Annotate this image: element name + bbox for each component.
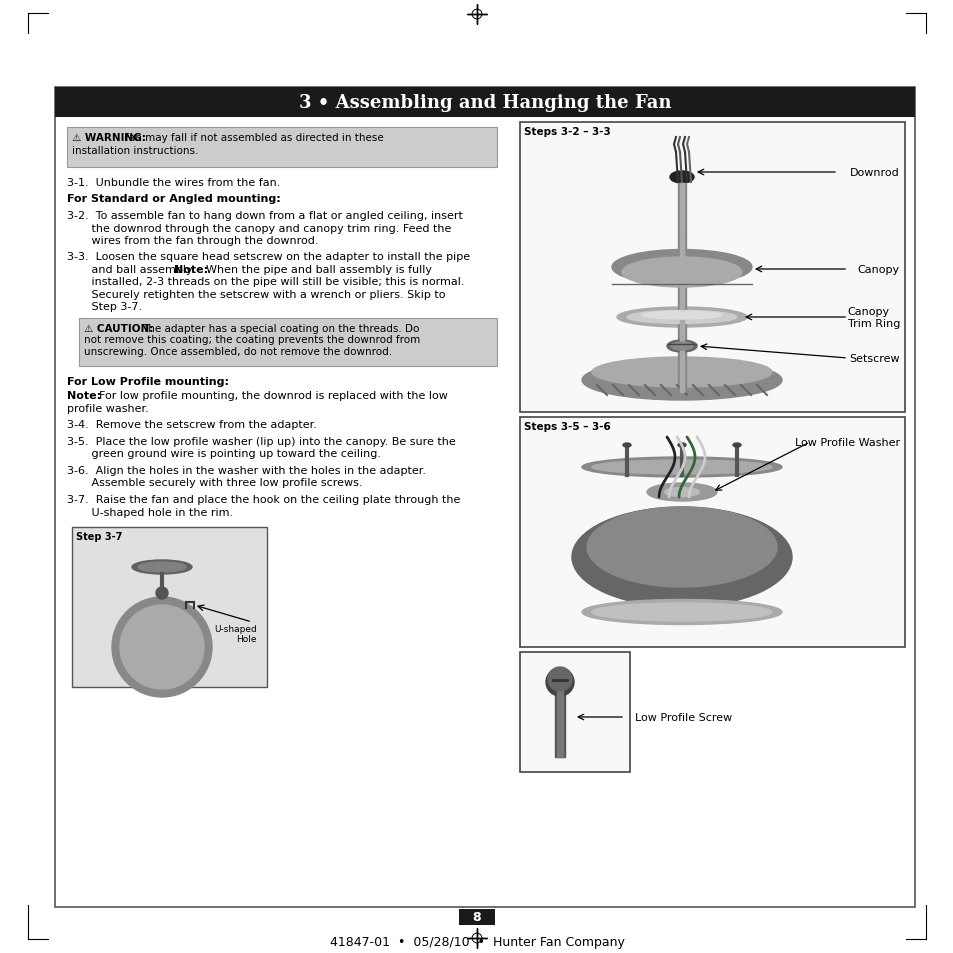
Ellipse shape [666, 340, 697, 353]
Ellipse shape [581, 599, 781, 625]
Ellipse shape [572, 507, 791, 607]
Text: wires from the fan through the downrod.: wires from the fan through the downrod. [67, 235, 318, 246]
Ellipse shape [678, 443, 685, 448]
Text: U-shaped
Hole: U-shaped Hole [214, 624, 256, 643]
Bar [519, 417, 904, 647]
Text: Setscrew: Setscrew [848, 354, 899, 364]
Text: 3-6.  Align the holes in the washer with the holes in the adapter.: 3-6. Align the holes in the washer with … [67, 465, 426, 476]
Circle shape [156, 587, 168, 599]
Bar [519, 652, 629, 772]
Text: 3-1.  Unbundle the wires from the fan.: 3-1. Unbundle the wires from the fan. [67, 178, 280, 188]
Circle shape [112, 598, 212, 698]
Text: ⚠ CAUTION:: ⚠ CAUTION: [84, 324, 153, 334]
Bar [555, 687, 564, 758]
Text: 3-4.  Remove the setscrew from the adapter.: 3-4. Remove the setscrew from the adapte… [67, 420, 316, 430]
Ellipse shape [621, 257, 741, 288]
Bar [79, 318, 497, 367]
Bar [71, 527, 267, 687]
Bar [678, 233, 685, 393]
Text: The adapter has a special coating on the threads. Do: The adapter has a special coating on the… [142, 324, 419, 334]
Ellipse shape [669, 172, 693, 184]
Text: and ball assembly.: and ball assembly. [67, 265, 198, 274]
Ellipse shape [622, 443, 630, 448]
Text: Note:: Note: [173, 265, 208, 274]
Ellipse shape [670, 343, 692, 351]
Text: Note:: Note: [67, 391, 101, 401]
Bar [679, 233, 683, 393]
Text: Low Profile Screw: Low Profile Screw [635, 712, 732, 722]
Text: 3-7.  Raise the fan and place the hook on the ceiling plate through the: 3-7. Raise the fan and place the hook on… [67, 495, 460, 504]
Text: 8: 8 [472, 910, 481, 923]
Text: Steps 3-5 – 3-6: Steps 3-5 – 3-6 [523, 421, 610, 432]
Text: 3 • Assembling and Hanging the Fan: 3 • Assembling and Hanging the Fan [298, 94, 671, 112]
Ellipse shape [732, 443, 740, 448]
Bar [458, 909, 495, 925]
Text: For low profile mounting, the downrod is replaced with the low: For low profile mounting, the downrod is… [99, 391, 447, 401]
Ellipse shape [612, 251, 751, 285]
Text: U-shaped hole in the rim.: U-shaped hole in the rim. [67, 507, 233, 517]
Text: Step 3-7.: Step 3-7. [67, 302, 142, 313]
Ellipse shape [132, 560, 192, 575]
Text: profile washer.: profile washer. [67, 403, 149, 414]
Ellipse shape [617, 308, 746, 328]
Text: not remove this coating; the coating prevents the downrod from: not remove this coating; the coating pre… [84, 335, 420, 345]
Text: Step 3-7: Step 3-7 [76, 532, 122, 541]
Text: Steps 3-2 – 3-3: Steps 3-2 – 3-3 [523, 127, 610, 137]
Ellipse shape [664, 488, 699, 497]
Bar [519, 123, 904, 413]
Bar [678, 184, 685, 233]
Ellipse shape [592, 603, 771, 621]
Bar [55, 88, 914, 118]
Ellipse shape [646, 483, 717, 501]
Text: green ground wire is pointing up toward the ceiling.: green ground wire is pointing up toward … [67, 449, 380, 459]
Text: When the pipe and ball assembly is fully: When the pipe and ball assembly is fully [206, 265, 432, 274]
Text: 41847-01  •  05/28/10  •  Hunter Fan Company: 41847-01 • 05/28/10 • Hunter Fan Company [329, 935, 624, 948]
Ellipse shape [641, 312, 721, 319]
Text: Canopy: Canopy [857, 265, 899, 274]
Text: unscrewing. Once assembled, do not remove the downrod.: unscrewing. Once assembled, do not remov… [84, 347, 392, 356]
Ellipse shape [592, 357, 771, 388]
Bar [55, 88, 914, 907]
Text: installed, 2-3 threads on the pipe will still be visible; this is normal.: installed, 2-3 threads on the pipe will … [67, 277, 464, 287]
Text: Canopy
Trim Ring: Canopy Trim Ring [846, 307, 899, 329]
Text: For Low Profile mounting:: For Low Profile mounting: [67, 376, 229, 387]
Circle shape [120, 605, 204, 689]
Text: installation instructions.: installation instructions. [71, 146, 198, 155]
Ellipse shape [581, 457, 781, 477]
Text: Fan may fall if not assembled as directed in these: Fan may fall if not assembled as directe… [124, 132, 383, 143]
Text: For Standard or Angled mounting:: For Standard or Angled mounting: [67, 194, 280, 204]
Ellipse shape [581, 360, 781, 400]
Text: 3-2.  To assemble fan to hang down from a flat or angled ceiling, insert: 3-2. To assemble fan to hang down from a… [67, 211, 462, 221]
Ellipse shape [592, 460, 771, 475]
Text: Assemble securely with three low profile screws.: Assemble securely with three low profile… [67, 478, 362, 488]
Circle shape [545, 668, 574, 697]
Bar [557, 687, 562, 758]
Ellipse shape [586, 507, 776, 587]
Ellipse shape [626, 312, 737, 324]
Text: 3-3.  Loosen the square head setscrew on the adapter to install the pipe: 3-3. Loosen the square head setscrew on … [67, 253, 470, 262]
Text: Downrod: Downrod [849, 168, 899, 178]
Bar [67, 128, 497, 168]
Text: 3-5.  Place the low profile washer (lip up) into the canopy. Be sure the: 3-5. Place the low profile washer (lip u… [67, 436, 456, 447]
Circle shape [547, 667, 572, 691]
Text: ⚠ WARNING:: ⚠ WARNING: [71, 132, 146, 143]
Ellipse shape [138, 562, 186, 573]
Bar [679, 184, 683, 233]
Text: Securely retighten the setscrew with a wrench or pliers. Skip to: Securely retighten the setscrew with a w… [67, 290, 445, 299]
Text: the downrod through the canopy and canopy trim ring. Feed the: the downrod through the canopy and canop… [67, 223, 451, 233]
Text: Low Profile Washer: Low Profile Washer [794, 437, 899, 448]
